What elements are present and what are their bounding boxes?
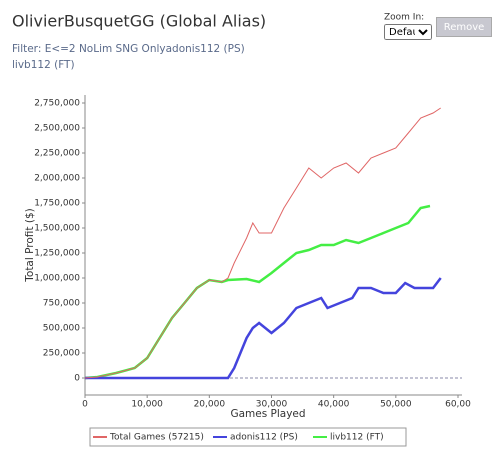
y-tick-label: 1,750,000: [34, 199, 80, 209]
legend-box: [89, 427, 407, 447]
y-tick-label: 1,000,000: [34, 274, 80, 284]
series-line: [85, 277, 442, 380]
x-tick-label: 60,00: [445, 400, 471, 410]
x-axis-title: Games Played: [230, 408, 305, 420]
y-tick-label: 1,500,000: [34, 224, 80, 234]
y-tick-label: 0: [74, 374, 80, 384]
y-tick-label: 2,750,000: [34, 99, 80, 109]
x-tick-label: 0: [82, 400, 88, 410]
legend-label: Total Games (57215): [109, 433, 204, 443]
x-tick-label: 50,000: [380, 400, 412, 410]
y-tick-label: 500,000: [43, 324, 80, 334]
y-tick-label: 750,000: [43, 299, 80, 309]
x-tick-label: 30,000: [256, 400, 288, 410]
y-tick-label: 2,250,000: [34, 149, 80, 159]
y-tick-label: 2,500,000: [34, 124, 80, 134]
y-tick-label: 1,250,000: [34, 249, 80, 259]
y-tick-label: 2,000,000: [34, 174, 80, 184]
page-title: OlivierBusquetGG (Global Alias): [12, 12, 266, 31]
y-axis-title: Total Profit ($): [24, 208, 36, 282]
x-tick-label: 20,000: [194, 400, 226, 410]
legend-label: livb112 (FT): [330, 433, 384, 443]
zoom-label: Zoom In:: [384, 13, 424, 23]
remove-button[interactable]: Remove: [436, 17, 492, 37]
legend-label: adonis112 (PS): [230, 433, 298, 443]
zoom-select[interactable]: Default: [384, 24, 432, 40]
series-line: [84, 107, 441, 379]
filter-line: livb112 (FT): [12, 59, 75, 71]
x-tick-label: 40,000: [318, 400, 350, 410]
filter-line: Filter: E<=2 NoLim SNG Onlyadonis112 (PS…: [12, 43, 245, 55]
y-tick-label: 250,000: [43, 349, 80, 359]
x-tick-label: 10,000: [131, 400, 163, 410]
